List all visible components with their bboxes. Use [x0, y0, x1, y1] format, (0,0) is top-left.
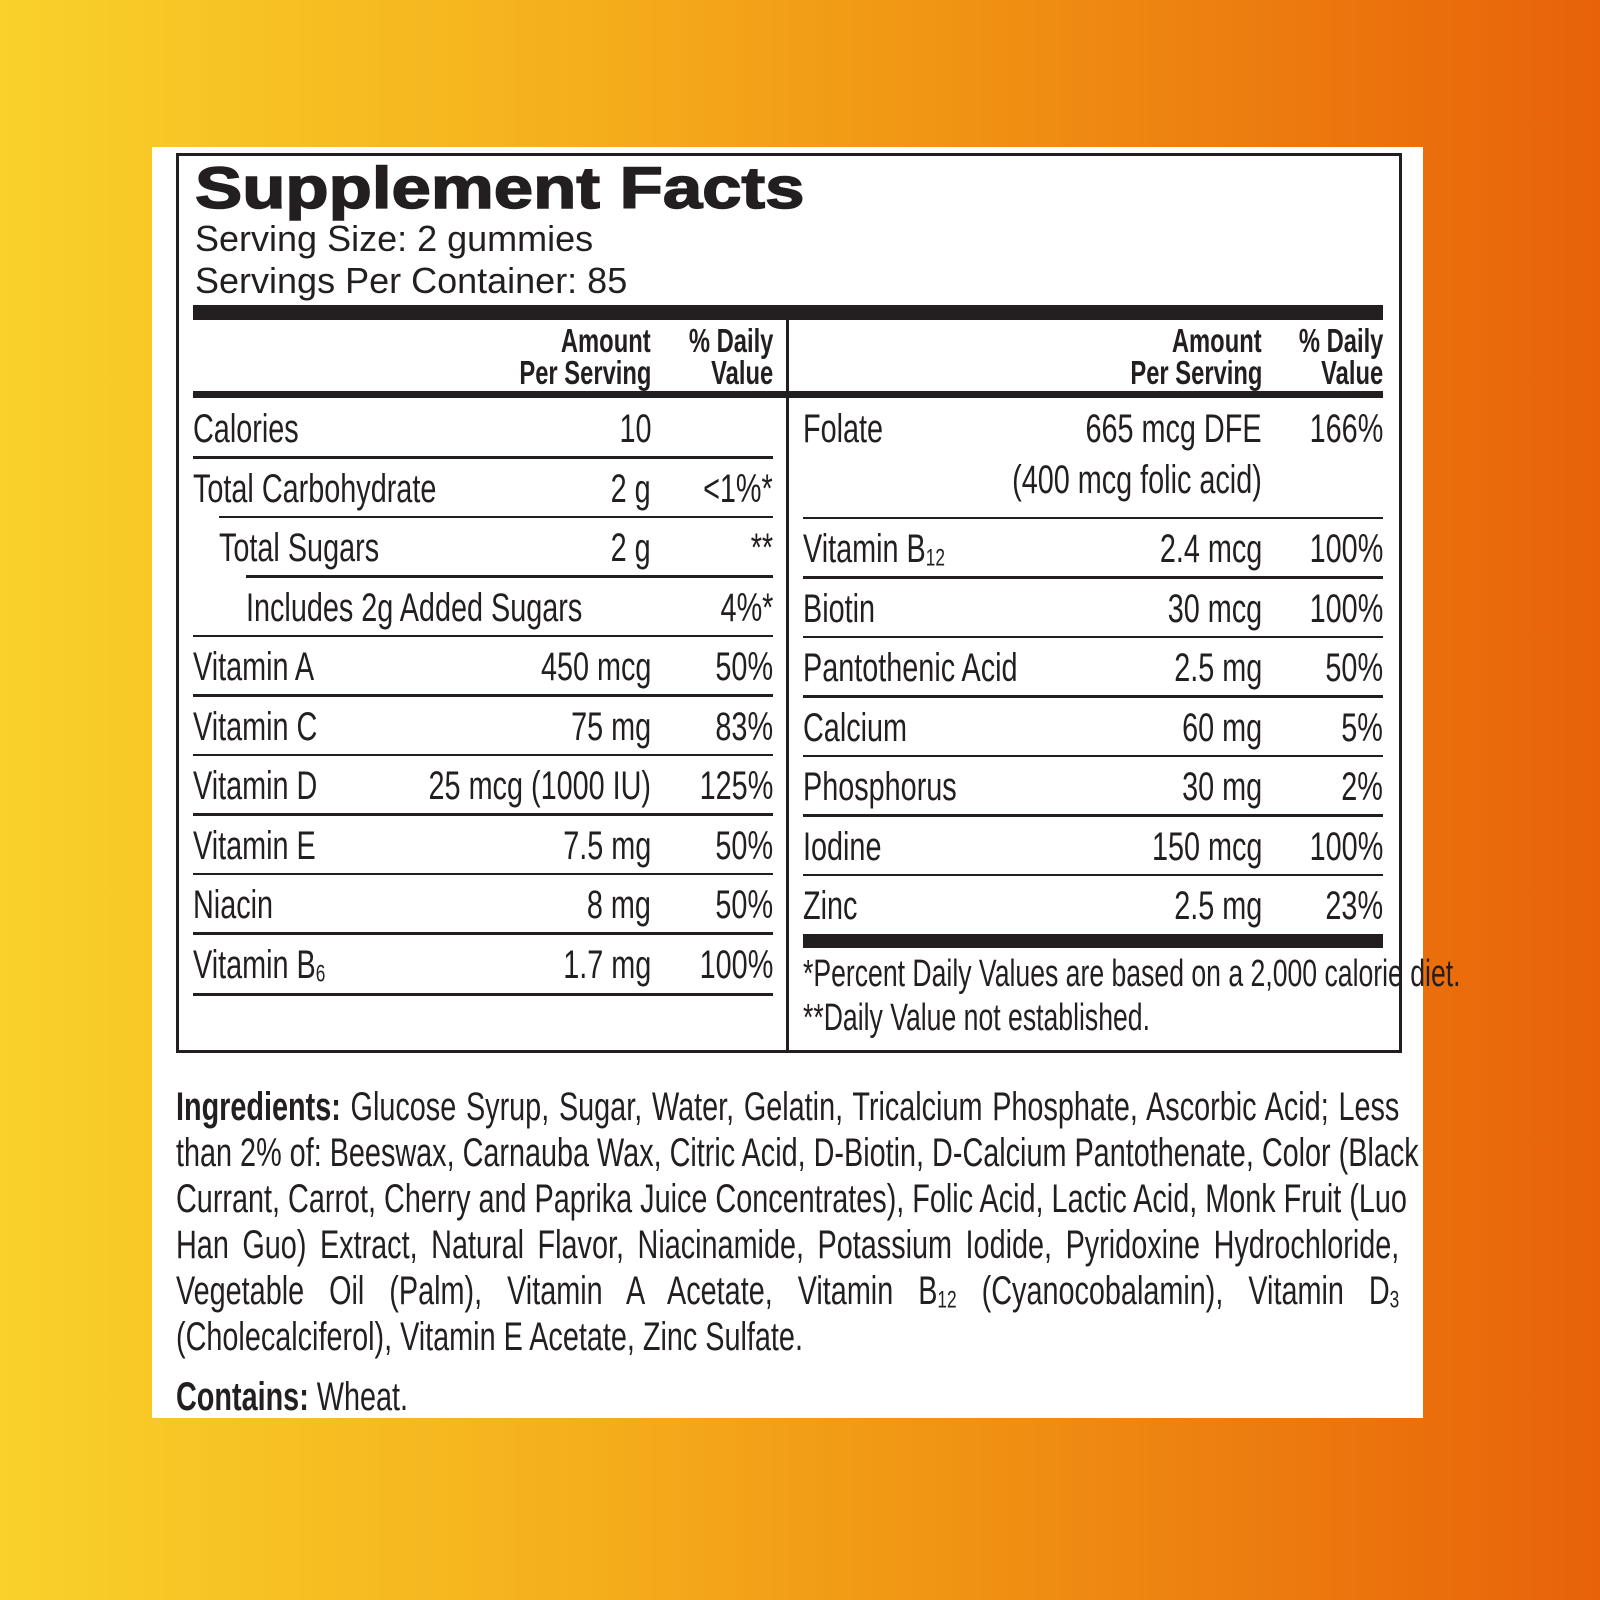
servings-per-container: Servings Per Container: 85	[195, 260, 628, 301]
nutrient-name: Calories	[193, 407, 299, 451]
row-divider	[193, 456, 773, 459]
nutrient-amount: 60 mg	[1181, 705, 1262, 750]
nutrient-name: Vitamin B12	[803, 527, 945, 572]
nutrient-daily-value: 83%	[715, 704, 773, 749]
row-divider	[803, 754, 1383, 757]
nutrient-name: Vitamin A	[193, 645, 315, 689]
ingredients-line: than 2% of: Beeswax, Carnauba Wax, Citri…	[176, 1131, 1419, 1175]
nutrient-amount: 2.5 mg	[1173, 884, 1262, 928]
nutrient-amount: 150 mcg	[1151, 824, 1262, 869]
nutrient-name: Vitamin D	[193, 764, 318, 808]
row-divider	[193, 932, 773, 935]
column-divider	[786, 320, 789, 1050]
row-divider	[219, 515, 773, 518]
header-per-serving: Per Serving	[518, 354, 651, 391]
header-value: Value	[1320, 354, 1383, 391]
nutrient-amount: 8 mg	[586, 883, 651, 927]
row-divider	[803, 695, 1383, 698]
header-daily: % Daily	[1298, 322, 1383, 359]
thick-divider-top	[193, 305, 1383, 320]
nutrient-name: Iodine	[803, 824, 882, 869]
serving-size: Serving Size: 2 gummies	[195, 218, 594, 259]
nutrient-daily-value: 50%	[1325, 646, 1383, 690]
header-value: Value	[710, 354, 773, 391]
nutrient-amount: 2.5 mg	[1173, 646, 1262, 690]
nutrient-daily-value: 4%*	[720, 585, 773, 630]
row-divider	[803, 516, 1383, 519]
nutrient-name: Niacin	[193, 883, 274, 927]
row-divider	[803, 635, 1383, 638]
nutrient-amount: 665 mcg DFE	[1085, 407, 1262, 451]
nutrient-name: Vitamin C	[193, 704, 318, 749]
nutrient-daily-value: **	[750, 526, 773, 570]
row-divider	[193, 872, 773, 875]
nutrient-name: Vitamin B6	[193, 942, 326, 988]
contains-statement: Contains: Wheat.	[176, 1377, 408, 1417]
nutrient-amount: 450 mcg	[540, 645, 651, 689]
nutrient-daily-value: 125%	[699, 764, 773, 808]
row-divider	[803, 873, 1383, 876]
header-amount: Amount	[1172, 322, 1262, 359]
nutrient-name: Total Carbohydrate	[193, 466, 437, 511]
nutrient-name: Phosphorus	[803, 765, 957, 809]
row-divider	[193, 813, 773, 816]
header-daily: % Daily	[688, 322, 773, 359]
nutrient-daily-value: 166%	[1309, 407, 1383, 451]
nutrient-amount: 10	[618, 407, 651, 451]
thick-divider-bottom	[803, 934, 1383, 948]
ingredients-label: Ingredients:	[176, 1085, 341, 1129]
row-divider	[246, 575, 773, 578]
nutrient-amount: 2.4 mcg	[1159, 527, 1262, 571]
nutrient-amount: 2 g	[610, 466, 651, 511]
nutrient-daily-value: <1%*	[703, 466, 773, 511]
row-divider	[803, 814, 1383, 817]
nutrient-name: Includes 2g Added Sugars	[246, 585, 583, 630]
label-title: Supplement Facts	[194, 156, 805, 221]
contains-value: Wheat.	[308, 1375, 409, 1419]
header-amount: Amount	[561, 322, 651, 359]
contains-label: Contains:	[176, 1375, 309, 1419]
nutrient-daily-value: 5%	[1341, 705, 1383, 750]
nutrient-daily-value: 50%	[715, 823, 773, 868]
nutrient-daily-value: 2%	[1341, 765, 1383, 809]
supplement-facts-box	[176, 153, 1402, 1053]
nutrient-daily-value: 100%	[1309, 586, 1383, 631]
footnote-daily-values: *Percent Daily Values are based on a 2,0…	[803, 953, 1461, 995]
nutrient-name: Calcium	[803, 705, 908, 750]
nutrient-name: Total Sugars	[219, 526, 380, 570]
nutrient-amount: 1.7 mg	[562, 942, 651, 987]
row-divider	[193, 694, 773, 697]
nutrient-daily-value: 100%	[1309, 527, 1383, 571]
ingredients-line: Han Guo) Extract, Natural Flavor, Niacin…	[176, 1223, 1400, 1267]
nutrient-name: Folate	[803, 407, 884, 451]
nutrient-name: Vitamin E	[193, 823, 316, 868]
nutrient-daily-value: 23%	[1325, 884, 1383, 928]
ingredients-line: Vegetable Oil (Palm), Vitamin A Acetate,…	[176, 1269, 1400, 1314]
nutrient-amount: 30 mcg	[1167, 586, 1262, 631]
footnote-not-established: **Daily Value not established.	[803, 997, 1151, 1039]
row-divider	[193, 753, 773, 756]
nutrient-daily-value: 50%	[715, 645, 773, 689]
row-divider	[803, 576, 1383, 579]
nutrient-amount: 25 mcg (1000 IU)	[428, 764, 651, 808]
nutrient-name: Biotin	[803, 586, 876, 631]
nutrient-amount: 7.5 mg	[562, 823, 651, 868]
header-per-serving: Per Serving	[1129, 354, 1262, 391]
nutrient-amount: 30 mg	[1181, 765, 1262, 809]
nutrient-name: Pantothenic Acid	[803, 646, 1018, 690]
row-divider	[193, 634, 773, 637]
nutrient-name: Zinc	[803, 884, 858, 928]
nutrient-daily-value: 100%	[699, 942, 773, 987]
row-divider	[193, 993, 773, 996]
ingredients-line: Currant, Carrot, Cherry and Paprika Juic…	[176, 1177, 1407, 1221]
nutrient-amount-detail: (400 mcg folic acid)	[1012, 458, 1262, 502]
ingredients-line: Ingredients: Glucose Syrup, Sugar, Water…	[176, 1085, 1400, 1129]
nutrient-amount: 2 g	[610, 526, 651, 570]
ingredients-line: (Cholecalciferol), Vitamin E Acetate, Zi…	[176, 1315, 803, 1359]
nutrient-daily-value: 100%	[1309, 824, 1383, 869]
nutrient-amount: 75 mg	[570, 704, 651, 749]
nutrient-daily-value: 50%	[715, 883, 773, 927]
